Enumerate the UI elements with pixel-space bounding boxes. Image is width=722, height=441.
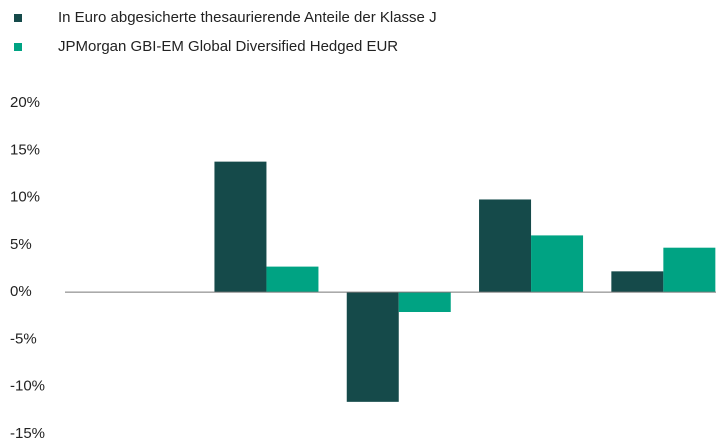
y-tick-label: -10% (10, 378, 45, 395)
y-tick-label: 0% (10, 283, 32, 300)
bar (479, 199, 532, 293)
y-tick-label: 20% (10, 94, 40, 111)
y-tick-label: -5% (10, 330, 37, 347)
y-tick-label: 5% (10, 236, 32, 253)
bar (611, 271, 664, 293)
bar (214, 161, 267, 293)
y-tick-label: 15% (10, 141, 40, 158)
legend-label: JPMorgan GBI-EM Global Diversified Hedge… (58, 38, 398, 55)
bar (346, 292, 399, 402)
legend-label: In Euro abgesicherte thesaurierende Ante… (58, 9, 437, 26)
bar (398, 292, 451, 313)
bar (266, 266, 319, 293)
legend-swatch (14, 43, 22, 51)
y-tick-label: -15% (10, 425, 45, 441)
legend-swatch (14, 14, 22, 22)
y-tick-label: 10% (10, 189, 40, 206)
bar (531, 235, 584, 293)
bar (663, 247, 716, 293)
